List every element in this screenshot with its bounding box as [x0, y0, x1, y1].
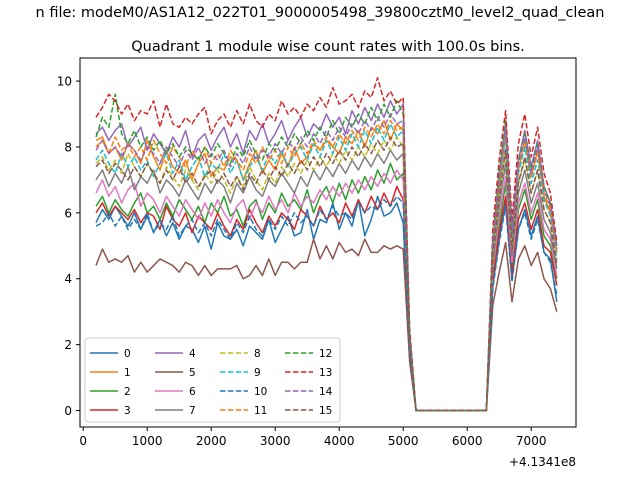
- y-tick-label: 2: [64, 338, 72, 352]
- x-offset-label: +4.1341e8: [509, 455, 576, 469]
- legend-label-4: 4: [189, 348, 196, 360]
- series-line-15: [95, 136, 558, 412]
- legend-label-14: 14: [319, 386, 333, 398]
- legend-label-8: 8: [254, 348, 261, 360]
- x-tick-label: 4000: [324, 434, 355, 448]
- y-tick-label: 6: [64, 206, 72, 220]
- x-tick-label: 6000: [452, 434, 483, 448]
- chart-title: Quadrant 1 module wise count rates with …: [131, 39, 525, 55]
- legend-label-9: 9: [254, 367, 261, 379]
- legend-label-1: 1: [124, 367, 131, 379]
- legend-label-5: 5: [189, 367, 196, 379]
- x-tick-label: 3000: [260, 434, 291, 448]
- plot-lines: [95, 77, 558, 412]
- y-tick-label: 8: [64, 140, 72, 154]
- legend-label-6: 6: [189, 386, 196, 398]
- legend-frame: [84, 337, 341, 423]
- legend-label-10: 10: [254, 386, 267, 398]
- x-axis: 0 1000 2000 3000 4000 5000 6000 7000: [79, 427, 546, 448]
- x-tick-label: 5000: [388, 434, 419, 448]
- series-line-12: [95, 93, 558, 412]
- x-tick-label: 0: [79, 434, 87, 448]
- legend-label-13: 13: [319, 367, 332, 379]
- chart-suptitle: n file: modeM0/AS1A12_022T01_9000005498_…: [36, 5, 605, 21]
- legend-label-2: 2: [124, 386, 131, 398]
- x-tick-label: 2000: [196, 434, 227, 448]
- legend-label-15: 15: [319, 405, 332, 417]
- y-tick-label: 0: [64, 404, 72, 418]
- y-tick-label: 4: [64, 272, 72, 286]
- series-line-13: [95, 77, 558, 412]
- legend-label-7: 7: [189, 405, 196, 417]
- y-tick-label: 10: [57, 75, 72, 89]
- plot-frame: [79, 57, 577, 428]
- legend-label-12: 12: [319, 348, 332, 360]
- x-tick-label: 1000: [132, 434, 163, 448]
- legend-label-3: 3: [124, 405, 131, 417]
- x-tick-label: 7000: [516, 434, 547, 448]
- y-axis: 0 2 4 6 8 10: [57, 75, 80, 418]
- legend-label-0: 0: [124, 348, 131, 360]
- legend-label-11: 11: [254, 405, 267, 417]
